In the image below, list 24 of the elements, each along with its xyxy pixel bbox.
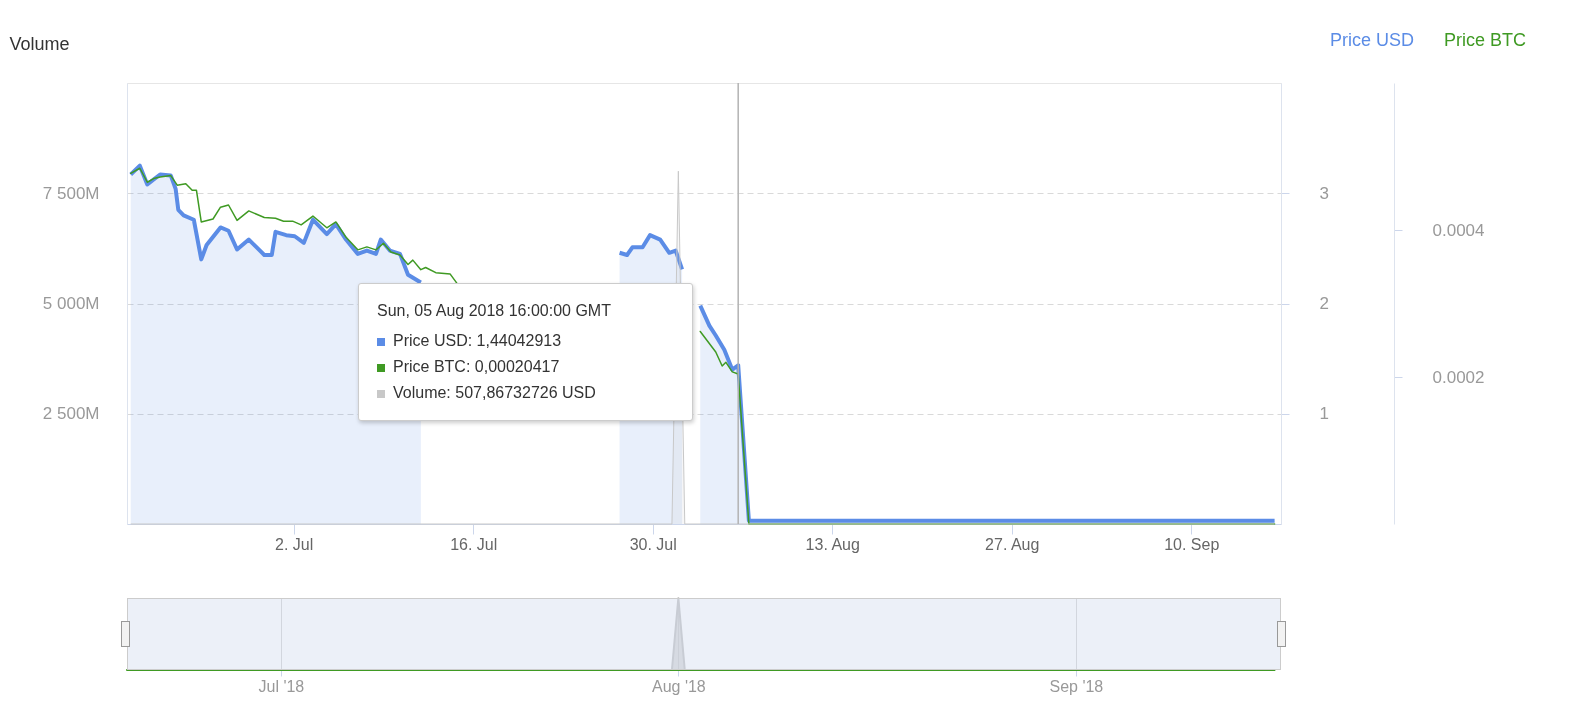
y-axis-title: Volume — [9, 33, 70, 54]
x-tick-label: 27. Aug — [985, 535, 1040, 553]
y2-tick-label: 1 — [1319, 404, 1329, 424]
text: Price BTC — [1443, 30, 1526, 51]
x-tick-label: 2. Jul — [275, 535, 314, 553]
x-tick-label: Aug '18 — [651, 677, 706, 695]
y3-tick-label: 0.0004 — [1432, 220, 1485, 240]
x-tick-label: Sep '18 — [1049, 677, 1104, 695]
x-tick-label: 30. Jul — [629, 535, 677, 553]
y-tick-label: 7 500M — [42, 183, 100, 203]
annotation: Price USD: 1,44042913 — [393, 332, 562, 349]
annotation: Volume: 507,86732726 USD — [393, 384, 596, 401]
annotation: Sun, 05 Aug 2018 16:00:00 GMT — [377, 302, 611, 319]
y3-tick-label: 0.0002 — [1432, 367, 1485, 387]
y-tick-label: 5 000M — [42, 294, 100, 313]
x-tick-label: 10. Sep — [1164, 535, 1220, 553]
y2-tick-label: 3 — [1319, 183, 1329, 203]
x-tick-label: 13. Aug — [805, 535, 860, 553]
text: Price USD — [1329, 30, 1414, 51]
x-tick-label: 16. Jul — [450, 535, 498, 553]
annotation: Price BTC: 0,00020417 — [393, 358, 560, 375]
y2-tick-label: 2 — [1319, 294, 1329, 313]
y-tick-label: 2 500M — [42, 404, 100, 424]
x-tick-label: Jul '18 — [258, 677, 305, 695]
